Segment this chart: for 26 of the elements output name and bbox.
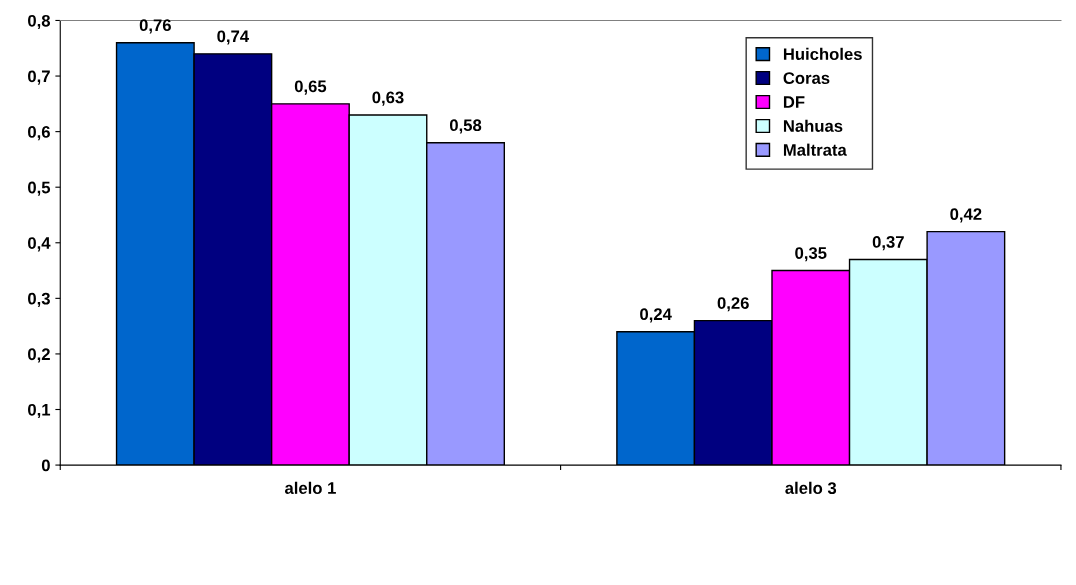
- y-tick-label: 0,1: [28, 403, 51, 419]
- y-tick-label: 0,2: [28, 348, 50, 363]
- data-label: 0,24: [640, 308, 672, 323]
- x-tick-label: alelo 1: [284, 481, 336, 494]
- legend-label: Coras: [783, 72, 830, 84]
- y-tick-label: 0,8: [28, 14, 51, 30]
- data-label: 0,26: [717, 297, 749, 312]
- y-tick-label: 0,5: [28, 181, 51, 196]
- data-label: 0,35: [795, 247, 827, 262]
- data-label: 0,63: [372, 91, 404, 106]
- y-tick-label: 0,3: [28, 292, 50, 307]
- data-label: 0,58: [449, 119, 482, 134]
- legend-label: Nahuas: [783, 119, 843, 132]
- y-tick-label: 0,7: [28, 70, 50, 85]
- y-tick-label: 0,4: [28, 237, 51, 252]
- x-tick-label: alelo 3: [785, 481, 837, 495]
- legend-label: Maltrata: [783, 143, 847, 156]
- legend-label: DF: [783, 96, 805, 108]
- data-label: 0,42: [950, 208, 982, 223]
- y-tick-label: 0: [41, 459, 50, 472]
- data-label: 0,65: [294, 80, 327, 95]
- y-tick-label: 0,6: [28, 126, 50, 141]
- legend-label: Huicholes: [783, 47, 862, 61]
- data-label: 0,76: [139, 19, 171, 34]
- data-label: 0,74: [217, 30, 249, 45]
- data-label: 0,37: [872, 236, 904, 251]
